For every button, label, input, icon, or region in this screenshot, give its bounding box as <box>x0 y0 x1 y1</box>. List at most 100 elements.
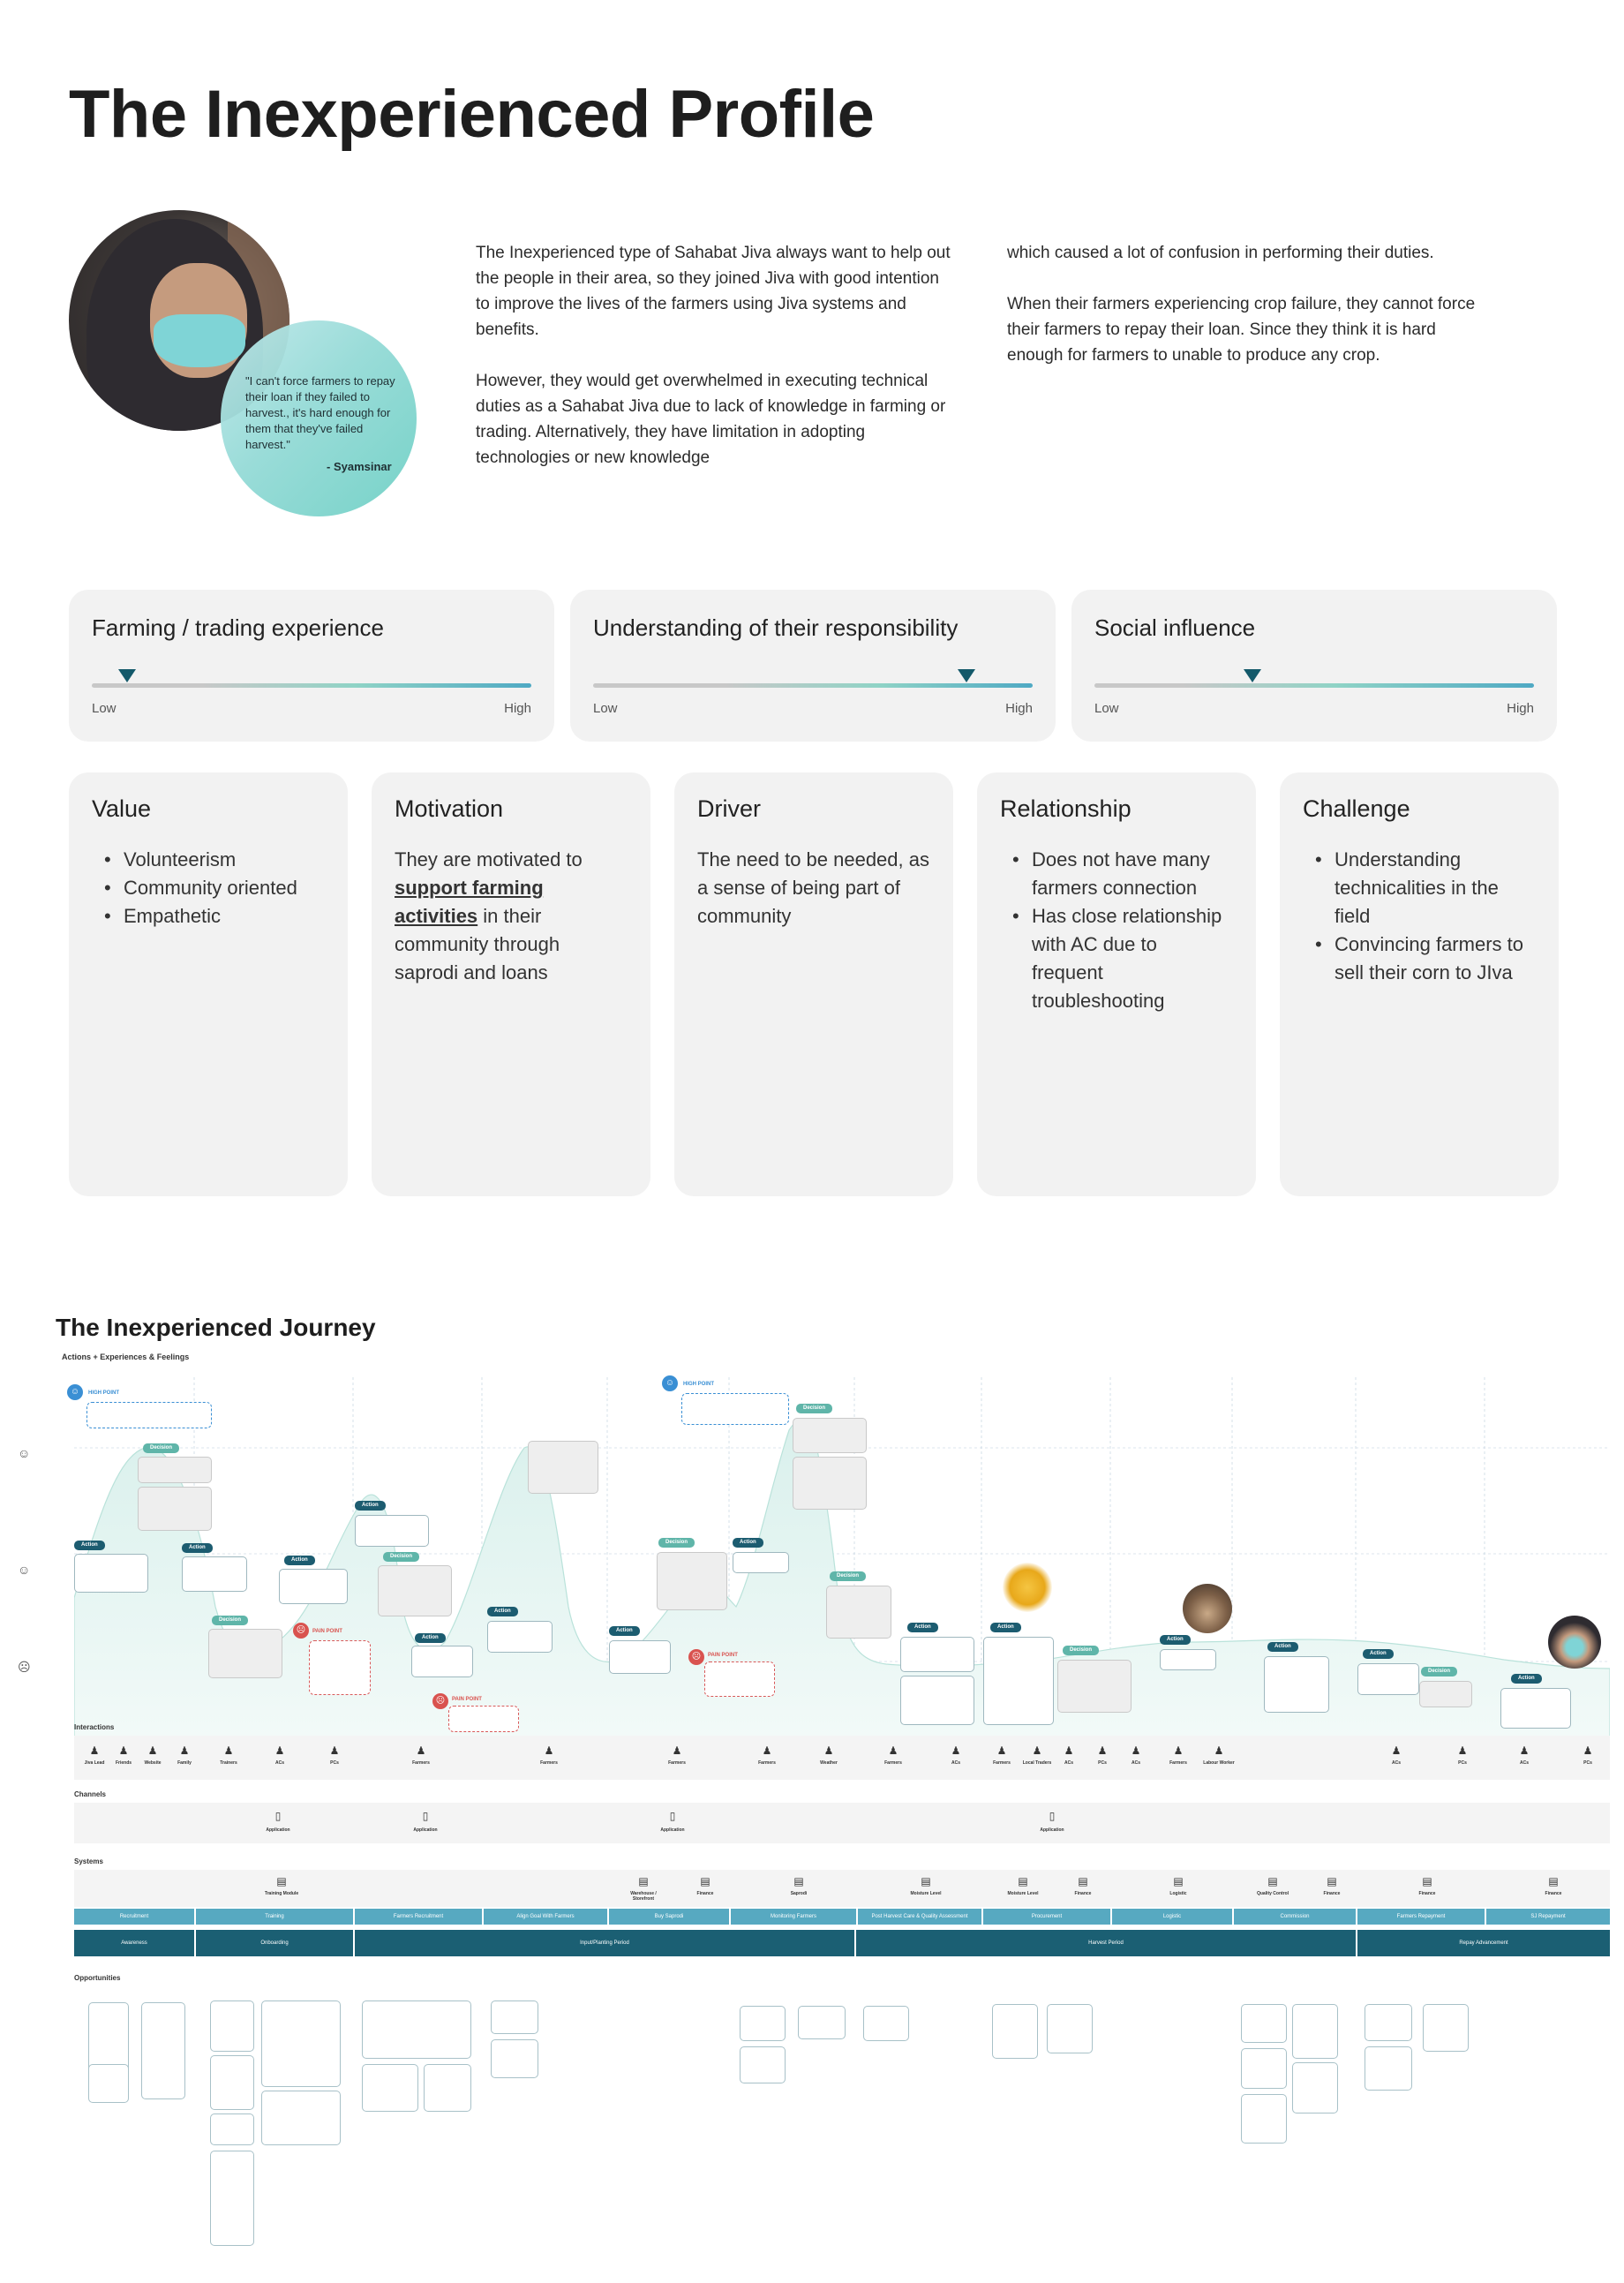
decision-tag: Decision <box>143 1443 180 1453</box>
note-card <box>900 1676 974 1725</box>
note-card <box>1264 1656 1329 1713</box>
relationship-list: Does not have many farmers connection Ha… <box>1000 846 1233 1015</box>
interaction-person-icon: ♟ <box>1097 1744 1108 1757</box>
note-card <box>378 1565 452 1616</box>
opportunity-card <box>740 2006 786 2041</box>
systems-label: Systems <box>74 1857 103 1865</box>
pain-point-icon: ☹ <box>432 1693 448 1709</box>
card-title: Value <box>92 795 152 822</box>
pain-point-label: PAIN POINT <box>452 1697 482 1702</box>
decision-tag: Decision <box>658 1538 695 1548</box>
action-tag: Action <box>609 1626 640 1636</box>
note-card <box>1500 1688 1571 1729</box>
system-icon: ▤ <box>1327 1875 1337 1887</box>
opportunity-card <box>491 2039 538 2078</box>
note-card <box>657 1552 727 1610</box>
journey-phase: Onboarding <box>196 1930 353 1956</box>
system-icon: ▤ <box>1078 1875 1088 1887</box>
note-card <box>208 1629 282 1678</box>
system-label: Training Module <box>264 1891 299 1896</box>
opportunity-card <box>1047 2004 1093 2053</box>
motivation-text: They are motivated to support farming ac… <box>395 846 628 987</box>
opportunity-card <box>863 2006 909 2041</box>
slider-marker <box>1244 669 1262 682</box>
intro-paragraph: However, they would get overwhelmed in e… <box>476 372 946 467</box>
interaction-person-label: Local Traders <box>1022 1760 1052 1766</box>
system-label: Moisture Level <box>1007 1891 1039 1896</box>
high-point-label: HIGH POINT <box>88 1390 120 1396</box>
interaction-person-icon: ♟ <box>179 1744 190 1757</box>
quote-author: - Syamsinar <box>327 460 392 473</box>
interactions-label: Interactions <box>74 1723 115 1731</box>
interaction-person-icon: ♟ <box>1173 1744 1184 1757</box>
list-item: Community oriented <box>92 874 325 902</box>
journey-stage: Buy Saprodi <box>609 1909 729 1925</box>
interaction-person-label: PCs <box>1098 1760 1107 1766</box>
journey-title: The Inexperienced Journey <box>56 1314 376 1341</box>
note-card <box>74 1554 148 1593</box>
card-relationship: Relationship Does not have many farmers … <box>977 772 1256 1196</box>
phone-app-label: Application <box>1040 1827 1064 1833</box>
interaction-person-icon: ♟ <box>274 1744 285 1757</box>
note-card <box>182 1556 247 1592</box>
interaction-person-label: ACs <box>951 1760 960 1766</box>
value-list: Volunteerism Community oriented Empathet… <box>92 846 325 931</box>
slider-card-social: Social influence Low High <box>1071 590 1557 742</box>
channels-label: Channels <box>74 1790 107 1798</box>
interaction-person-label: Labour Worker <box>1203 1760 1235 1766</box>
pain-point-icon: ☹ <box>688 1649 704 1665</box>
system-icon: ▤ <box>276 1875 287 1887</box>
system-label: Logistic <box>1169 1891 1187 1896</box>
note-card <box>1419 1681 1472 1707</box>
opportunity-card <box>798 2006 846 2039</box>
interaction-person-label: Family <box>177 1760 192 1766</box>
pain-point-label: PAIN POINT <box>708 1653 738 1658</box>
opportunity-card <box>1365 2004 1412 2041</box>
card-title: Driver <box>697 795 761 822</box>
high-point-icon: ☺ <box>662 1375 678 1391</box>
corn-image <box>1003 1563 1052 1612</box>
slider-low-label: Low <box>593 701 618 716</box>
list-item: Does not have many farmers connection <box>1000 846 1233 902</box>
system-label: Quality Control <box>1256 1891 1289 1896</box>
note-card <box>733 1552 789 1573</box>
interaction-person-label: Farmers <box>668 1760 686 1766</box>
motivation-text-post: in their community through saprodi and l… <box>395 905 560 983</box>
pain-point-note <box>704 1661 775 1697</box>
interaction-person-icon: ♟ <box>1131 1744 1141 1757</box>
motivation-text-pre: They are motivated to <box>395 848 583 870</box>
note-card <box>983 1637 1054 1725</box>
decision-tag: Decision <box>1421 1667 1458 1676</box>
opportunity-card <box>261 2000 341 2087</box>
action-tag: Action <box>284 1556 315 1565</box>
list-item: Has close relationship with AC due to fr… <box>1000 902 1233 1015</box>
journey-stage: SJ Repayment <box>1486 1909 1610 1925</box>
interaction-person-label: ACs <box>1391 1760 1401 1766</box>
journey-phase: Input/Planting Period <box>355 1930 854 1956</box>
phone-app-label: Application <box>266 1827 290 1833</box>
action-tag: Action <box>182 1543 213 1553</box>
journey-phase: Repay Advancement <box>1357 1930 1610 1956</box>
interaction-person-label: Weather <box>820 1760 838 1766</box>
driver-text: The need to be needed, as a sense of bei… <box>697 848 929 927</box>
note-card <box>900 1637 974 1672</box>
system-label: Moisture Level <box>910 1891 942 1896</box>
opportunity-card <box>210 2151 254 2246</box>
action-tag: Action <box>1363 1649 1394 1659</box>
note-card <box>1160 1649 1216 1670</box>
slider-title: Social influence <box>1094 614 1256 641</box>
intro-column-2: which caused a lot of confusion in perfo… <box>1007 240 1484 394</box>
opportunity-card <box>362 2000 471 2059</box>
opportunity-card <box>210 2055 254 2110</box>
interaction-person-icon: ♟ <box>329 1744 340 1757</box>
warehouse-photo <box>1183 1584 1232 1633</box>
opportunities-label: Opportunities <box>74 1974 121 1982</box>
action-tag: Action <box>74 1541 105 1550</box>
photo-mask <box>154 314 245 367</box>
intro-paragraph: which caused a lot of confusion in perfo… <box>1007 244 1434 262</box>
channels-lane <box>74 1803 1610 1843</box>
interaction-person-label: Farmers <box>758 1760 776 1766</box>
interaction-person-icon: ♟ <box>762 1744 772 1757</box>
journey-phase: Awareness <box>74 1930 194 1956</box>
interaction-person-label: Farmers <box>540 1760 558 1766</box>
